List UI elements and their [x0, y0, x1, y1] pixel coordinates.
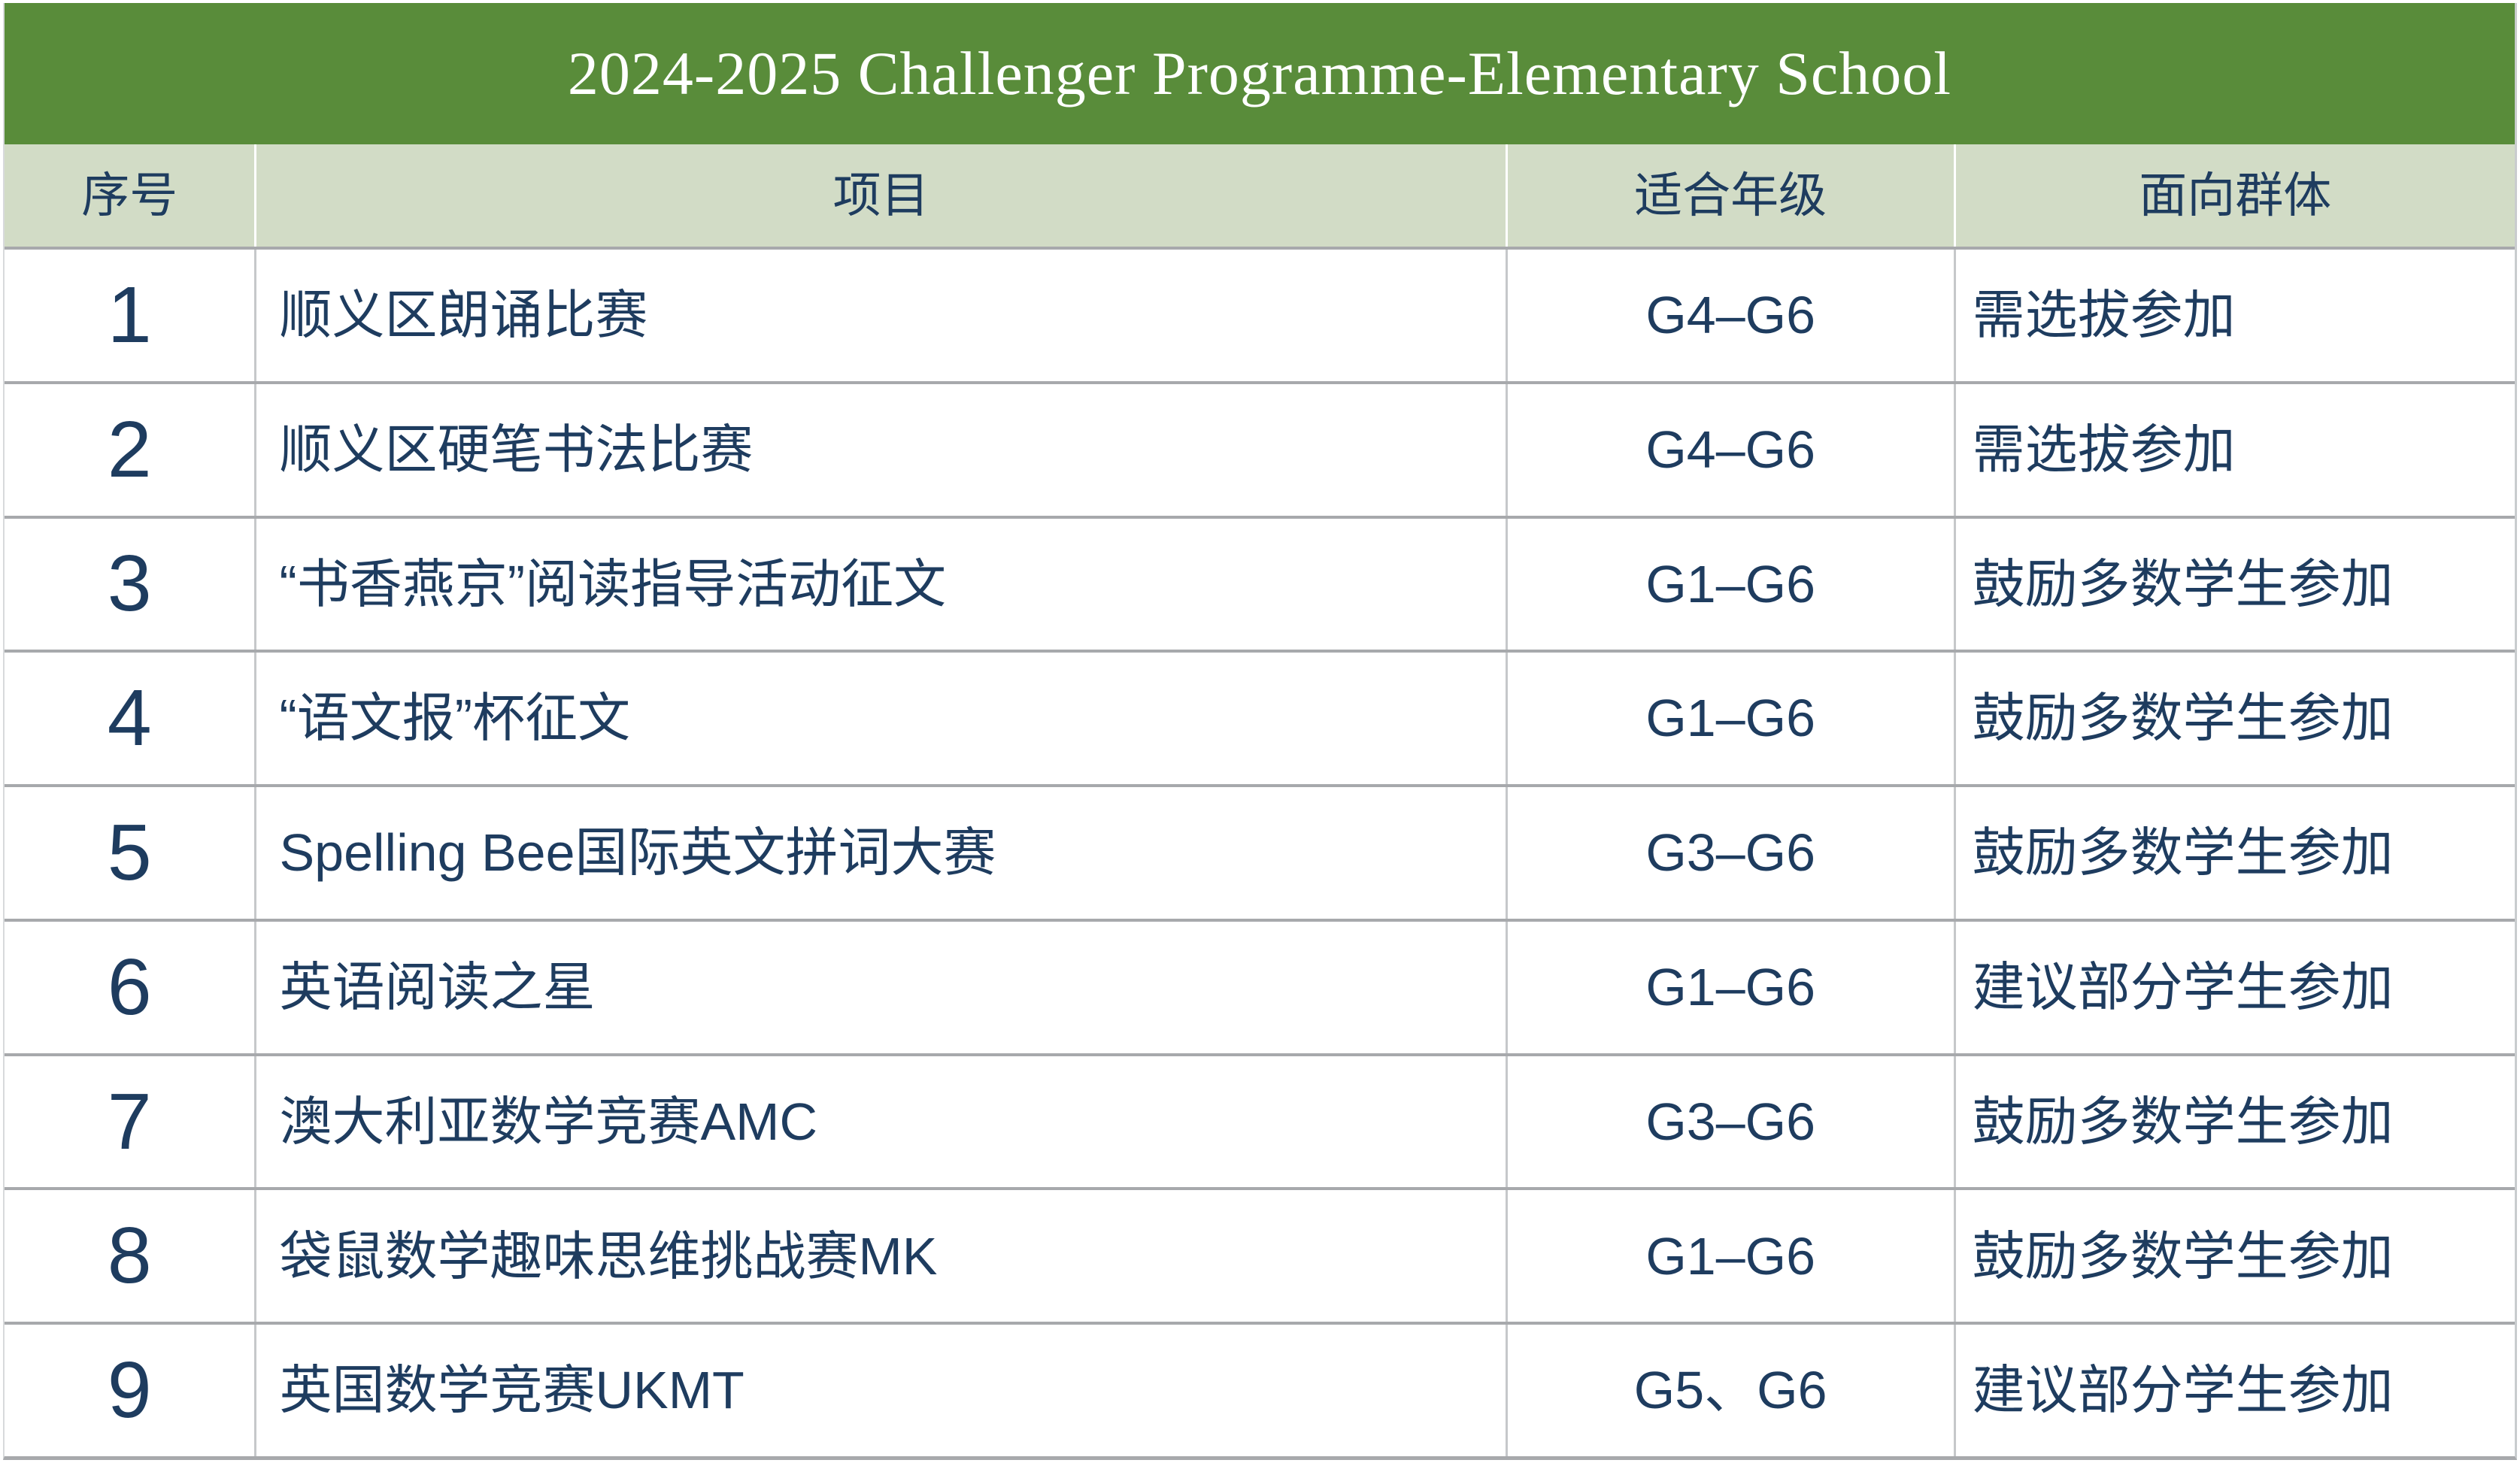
project-cell-text: “书香燕京”阅读指导活动征文 [279, 554, 947, 613]
project-cell-text: 袋鼠数学趣味思维挑战赛MK [279, 1226, 938, 1286]
project-cell-text: 英国数学竞赛UKMT [279, 1361, 744, 1420]
table-row: 9 英国数学竞赛UKMT G5、G6 建议部分学生参加 [5, 1322, 2515, 1457]
header-cell-grades: 适合年级 [1505, 144, 1954, 247]
grades-cell-text: G1–G6 [1645, 1226, 1816, 1286]
row-index-cell-text: 6 [107, 942, 152, 1031]
table-row: 3 “书香燕京”阅读指导活动征文 G1–G6 鼓励多数学生参加 [5, 515, 2515, 650]
project-cell-text: 顺义区朗诵比赛 [279, 286, 648, 345]
table-body: 1 顺义区朗诵比赛 G4–G6 需选拔参加 2 顺义区硬笔书法比赛 G4–G6 需选拔参加 3 “… [5, 247, 2515, 1457]
audience-cell: 建议部分学生参加 [1953, 921, 2515, 1053]
table-row: 4 “语文报”杯征文 G1–G6 鼓励多数学生参加 [5, 650, 2515, 785]
audience-cell-text: 鼓励多数学生参加 [1972, 554, 2394, 613]
audience-cell-text: 鼓励多数学生参加 [1972, 689, 2394, 748]
row-index-cell: 8 [5, 1190, 254, 1322]
row-index-cell: 9 [5, 1325, 254, 1456]
grades-cell: G1–G6 [1505, 518, 1954, 650]
row-index-cell: 3 [5, 519, 254, 650]
row-index-cell: 7 [5, 1056, 254, 1188]
row-index-cell-text: 8 [107, 1211, 152, 1301]
audience-cell: 鼓励多数学生参加 [1953, 653, 2515, 785]
grades-cell: G1–G6 [1505, 1190, 1954, 1322]
row-index-cell-text: 4 [107, 674, 152, 763]
project-cell-text: 澳大利亚数学竞赛AMC [279, 1092, 818, 1151]
grades-cell-text: G3–G6 [1645, 823, 1816, 883]
grades-cell: G3–G6 [1505, 1056, 1954, 1188]
grades-cell: G1–G6 [1505, 921, 1954, 1053]
table-row: 8 袋鼠数学趣味思维挑战赛MK G1–G6 鼓励多数学生参加 [5, 1187, 2515, 1322]
project-cell: 澳大利亚数学竞赛AMC [254, 1056, 1505, 1188]
row-index-cell: 4 [5, 653, 254, 784]
row-index-cell-text: 3 [107, 539, 152, 629]
row-index-cell: 1 [5, 250, 254, 381]
project-cell: 英语阅读之星 [254, 921, 1505, 1053]
project-cell: 袋鼠数学趣味思维挑战赛MK [254, 1190, 1505, 1322]
audience-cell-text: 需选拔参加 [1972, 420, 2236, 479]
project-cell-text: 顺义区硬笔书法比赛 [279, 420, 754, 479]
header-cell-project: 项目 [254, 144, 1505, 247]
header-label-audience: 面向群体 [2139, 168, 2332, 223]
audience-cell: 需选拔参加 [1953, 383, 2515, 516]
grades-cell-text: G1–G6 [1645, 689, 1816, 748]
audience-cell-text: 需选拔参加 [1972, 286, 2236, 345]
header-row: 序号 项目 适合年级 面向群体 [5, 144, 2515, 247]
audience-cell-text: 鼓励多数学生参加 [1972, 1226, 2394, 1286]
row-index-cell-text: 5 [107, 807, 152, 897]
grades-cell: G3–G6 [1505, 787, 1954, 919]
project-cell: 顺义区朗诵比赛 [254, 250, 1505, 381]
table-row: 2 顺义区硬笔书法比赛 G4–G6 需选拔参加 [5, 380, 2515, 516]
project-cell: “语文报”杯征文 [254, 653, 1505, 785]
row-index-cell-text: 2 [107, 404, 152, 494]
header-label-project: 项目 [832, 168, 929, 223]
table-row: 1 顺义区朗诵比赛 G4–G6 需选拔参加 [5, 247, 2515, 381]
audience-cell: 鼓励多数学生参加 [1953, 1056, 2515, 1188]
table-row: 7 澳大利亚数学竞赛AMC G3–G6 鼓励多数学生参加 [5, 1053, 2515, 1188]
project-cell: “书香燕京”阅读指导活动征文 [254, 518, 1505, 650]
title-bar: 2024-2025 Challenger Programme-Elementar… [5, 3, 2515, 144]
grades-cell: G4–G6 [1505, 383, 1954, 516]
header-cell-index: 序号 [5, 144, 254, 247]
header-cell-audience: 面向群体 [1953, 144, 2515, 247]
table-row: 5 Spelling Bee国际英文拼词大赛 G3–G6 鼓励多数学生参加 [5, 784, 2515, 919]
audience-cell-text: 鼓励多数学生参加 [1972, 1092, 2394, 1151]
project-cell-text: “语文报”杯征文 [279, 689, 631, 748]
grades-cell-text: G1–G6 [1645, 958, 1816, 1016]
audience-cell: 建议部分学生参加 [1953, 1325, 2515, 1457]
row-index-cell: 5 [5, 787, 254, 919]
table-row: 6 英语阅读之星 G1–G6 建议部分学生参加 [5, 918, 2515, 1053]
audience-cell: 鼓励多数学生参加 [1953, 787, 2515, 919]
row-index-cell-text: 9 [107, 1346, 152, 1435]
grades-cell-text: G4–G6 [1645, 286, 1816, 345]
header-label-grades: 适合年级 [1634, 168, 1827, 223]
audience-cell: 鼓励多数学生参加 [1953, 518, 2515, 650]
project-cell: Spelling Bee国际英文拼词大赛 [254, 787, 1505, 919]
project-cell: 顺义区硬笔书法比赛 [254, 383, 1505, 516]
row-index-cell: 2 [5, 384, 254, 516]
grades-cell-text: G4–G6 [1645, 420, 1816, 479]
project-cell-text: Spelling Bee国际英文拼词大赛 [279, 823, 996, 883]
row-index-cell: 6 [5, 922, 254, 1053]
grades-cell-text: G1–G6 [1645, 554, 1816, 613]
grades-cell: G5、G6 [1505, 1325, 1954, 1457]
project-cell: 英国数学竞赛UKMT [254, 1325, 1505, 1457]
page-title: 2024-2025 Challenger Programme-Elementar… [567, 39, 1952, 108]
grades-cell: G4–G6 [1505, 250, 1954, 381]
audience-cell-text: 建议部分学生参加 [1972, 1361, 2394, 1420]
programme-table: 2024-2025 Challenger Programme-Elementar… [3, 3, 2517, 1460]
header-label-index: 序号 [81, 168, 178, 223]
audience-cell: 鼓励多数学生参加 [1953, 1190, 2515, 1322]
grades-cell-text: G5、G6 [1633, 1361, 1827, 1420]
grades-cell-text: G3–G6 [1645, 1092, 1816, 1151]
audience-cell-text: 鼓励多数学生参加 [1972, 823, 2394, 883]
audience-cell-text: 建议部分学生参加 [1972, 958, 2394, 1016]
grades-cell: G1–G6 [1505, 653, 1954, 785]
row-index-cell-text: 7 [107, 1077, 152, 1166]
row-index-cell-text: 1 [107, 270, 152, 359]
project-cell-text: 英语阅读之星 [279, 958, 596, 1016]
audience-cell: 需选拔参加 [1953, 250, 2515, 381]
